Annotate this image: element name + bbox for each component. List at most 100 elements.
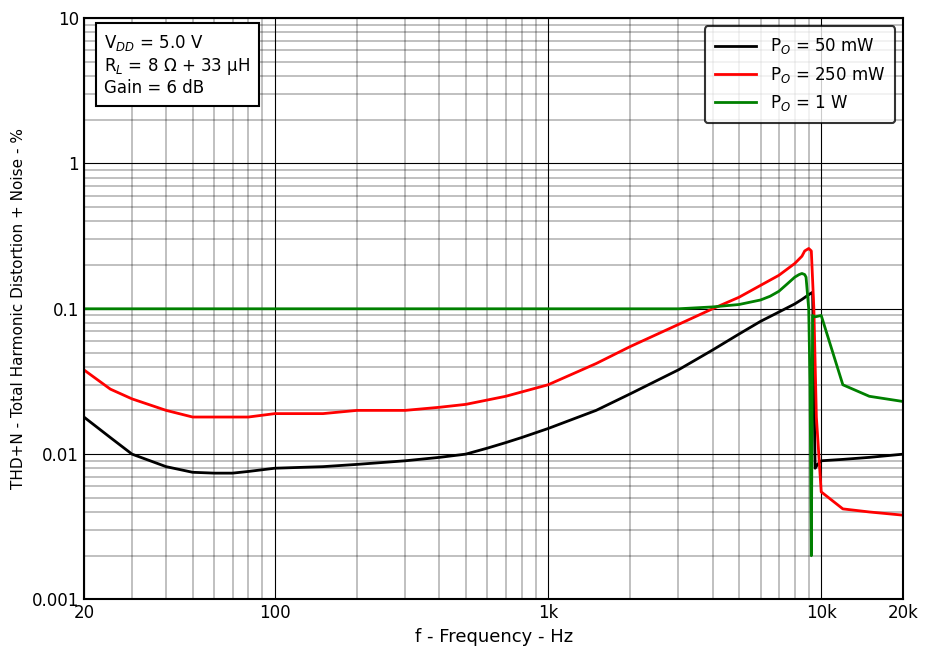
P$_O$ = 250 mW — [805, 247, 817, 255]
P$_O$ = 250 mW — [317, 410, 328, 418]
P$_O$ = 50 mW — [816, 457, 827, 464]
P$_O$ = 250 mW — [796, 252, 807, 260]
P$_O$ = 250 mW — [755, 281, 766, 289]
P$_O$ = 250 mW — [243, 413, 254, 421]
P$_O$ = 50 mW — [208, 469, 219, 477]
P$_O$ = 1 W — [804, 381, 816, 389]
P$_O$ = 250 mW — [270, 410, 281, 418]
P$_O$ = 50 mW — [755, 317, 766, 325]
P$_O$ = 50 mW — [807, 288, 818, 296]
X-axis label: f - Frequency - Hz: f - Frequency - Hz — [415, 628, 573, 646]
P$_O$ = 50 mW — [482, 444, 493, 452]
P$_O$ = 250 mW — [864, 508, 875, 516]
P$_O$ = 50 mW — [352, 461, 363, 468]
P$_O$ = 50 mW — [78, 413, 89, 421]
P$_O$ = 250 mW — [804, 244, 815, 252]
Line: P$_O$ = 50 mW: P$_O$ = 50 mW — [84, 292, 903, 473]
P$_O$ = 50 mW — [105, 434, 116, 442]
P$_O$ = 1 W — [809, 313, 820, 321]
P$_O$ = 50 mW — [734, 330, 745, 338]
P$_O$ = 1 W — [460, 305, 472, 313]
P$_O$ = 50 mW — [809, 464, 820, 472]
P$_O$ = 1 W — [707, 303, 718, 311]
P$_O$ = 1 W — [187, 305, 198, 313]
P$_O$ = 1 W — [816, 311, 827, 319]
P$_O$ = 250 mW — [808, 305, 819, 313]
P$_O$ = 50 mW — [707, 346, 718, 354]
P$_O$ = 50 mW — [161, 463, 172, 470]
P$_O$ = 50 mW — [500, 439, 512, 447]
P$_O$ = 50 mW — [897, 450, 909, 458]
P$_O$ = 1 W — [796, 269, 807, 277]
P$_O$ = 250 mW — [208, 413, 219, 421]
P$_O$ = 50 mW — [591, 407, 602, 415]
P$_O$ = 1 W — [774, 287, 785, 295]
P$_O$ = 250 mW — [400, 407, 411, 415]
P$_O$ = 1 W — [126, 305, 138, 313]
P$_O$ = 1 W — [352, 305, 363, 313]
P$_O$ = 250 mW — [816, 488, 827, 496]
P$_O$ = 50 mW — [804, 291, 815, 299]
P$_O$ = 50 mW — [774, 308, 785, 316]
P$_O$ = 1 W — [799, 271, 810, 279]
P$_O$ = 1 W — [625, 305, 636, 313]
P$_O$ = 1 W — [781, 280, 792, 288]
P$_O$ = 1 W — [790, 273, 801, 281]
P$_O$ = 250 mW — [897, 511, 909, 519]
P$_O$ = 50 mW — [796, 296, 807, 304]
P$_O$ = 50 mW — [864, 453, 875, 461]
P$_O$ = 50 mW — [270, 464, 281, 472]
P$_O$ = 250 mW — [811, 413, 822, 421]
P$_O$ = 50 mW — [837, 455, 848, 463]
P$_O$ = 250 mW — [161, 407, 172, 415]
P$_O$ = 250 mW — [591, 359, 602, 367]
P$_O$ = 250 mW — [227, 413, 238, 421]
P$_O$ = 50 mW — [126, 450, 138, 458]
P$_O$ = 1 W — [764, 292, 776, 300]
P$_O$ = 1 W — [755, 296, 766, 304]
P$_O$ = 250 mW — [837, 505, 848, 513]
P$_O$ = 250 mW — [707, 305, 718, 313]
P$_O$ = 50 mW — [400, 457, 411, 464]
P$_O$ = 1 W — [805, 552, 817, 560]
P$_O$ = 250 mW — [187, 413, 198, 421]
Legend: P$_O$ = 50 mW, P$_O$ = 250 mW, P$_O$ = 1 W: P$_O$ = 50 mW, P$_O$ = 250 mW, P$_O$ = 1… — [705, 26, 895, 123]
P$_O$ = 250 mW — [734, 293, 745, 301]
P$_O$ = 1 W — [801, 273, 812, 281]
Line: P$_O$ = 1 W: P$_O$ = 1 W — [84, 273, 903, 556]
P$_O$ = 50 mW — [317, 463, 328, 470]
P$_O$ = 50 mW — [790, 300, 801, 308]
P$_O$ = 1 W — [864, 392, 875, 400]
Text: V$_{DD}$ = 5.0 V
R$_L$ = 8 Ω + 33 μH
Gain = 6 dB: V$_{DD}$ = 5.0 V R$_L$ = 8 Ω + 33 μH Gai… — [104, 33, 250, 97]
P$_O$ = 1 W — [542, 305, 553, 313]
P$_O$ = 1 W — [78, 305, 89, 313]
P$_O$ = 1 W — [270, 305, 281, 313]
P$_O$ = 250 mW — [126, 395, 138, 403]
P$_O$ = 50 mW — [542, 424, 553, 432]
P$_O$ = 1 W — [793, 271, 804, 279]
P$_O$ = 250 mW — [542, 381, 553, 389]
P$_O$ = 1 W — [804, 305, 815, 313]
P$_O$ = 250 mW — [500, 392, 512, 400]
P$_O$ = 250 mW — [105, 385, 116, 393]
P$_O$ = 250 mW — [799, 247, 810, 255]
Y-axis label: THD+N - Total Harmonic Distortion + Noise - %: THD+N - Total Harmonic Distortion + Nois… — [11, 128, 26, 489]
P$_O$ = 250 mW — [78, 366, 89, 374]
Line: P$_O$ = 250 mW: P$_O$ = 250 mW — [84, 248, 903, 515]
P$_O$ = 1 W — [672, 305, 684, 313]
P$_O$ = 1 W — [837, 381, 848, 389]
P$_O$ = 250 mW — [460, 400, 472, 408]
P$_O$ = 50 mW — [516, 434, 527, 442]
P$_O$ = 1 W — [734, 301, 745, 309]
P$_O$ = 50 mW — [812, 461, 823, 468]
P$_O$ = 50 mW — [433, 453, 445, 461]
P$_O$ = 50 mW — [625, 390, 636, 397]
P$_O$ = 50 mW — [460, 450, 472, 458]
P$_O$ = 250 mW — [672, 321, 684, 328]
P$_O$ = 50 mW — [672, 366, 684, 374]
P$_O$ = 250 mW — [625, 342, 636, 350]
P$_O$ = 50 mW — [227, 469, 238, 477]
P$_O$ = 250 mW — [352, 407, 363, 415]
P$_O$ = 1 W — [807, 311, 818, 319]
P$_O$ = 50 mW — [187, 468, 198, 476]
